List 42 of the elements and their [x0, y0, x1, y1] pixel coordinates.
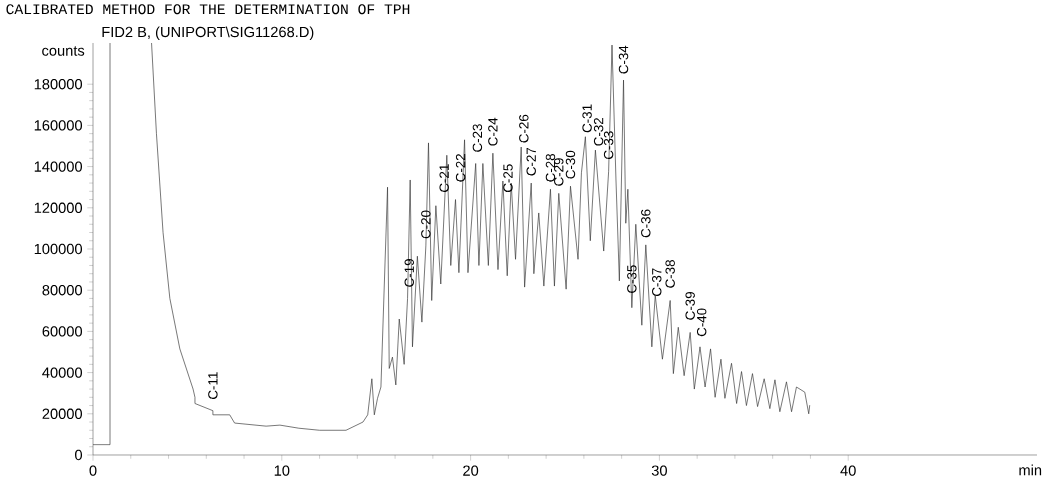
annotation: C-36: [641, 209, 651, 238]
y-tick-label: 160000: [34, 120, 83, 131]
annotation: C-38: [665, 260, 675, 288]
y-axis-title: counts: [42, 46, 85, 56]
annotation: C-29: [554, 158, 564, 186]
annotation: C-20: [421, 210, 431, 239]
y-tick-label: 60000: [42, 326, 83, 337]
annotation: C-19: [404, 259, 414, 287]
annotation: C-25: [503, 164, 513, 192]
annotation: C-35: [627, 265, 637, 293]
annotation: C-21: [439, 164, 449, 192]
chart-title: CALIBRATED METHOD FOR THE DETERMINATION OF TPH: [6, 4, 410, 15]
chart-subtitle: FID2 B, (UNIPORT\SIG11268.D): [102, 26, 314, 41]
annotation: C-24: [488, 117, 498, 146]
annotation: C-37: [652, 268, 662, 296]
y-tick-label: 20000: [42, 408, 83, 419]
y-tick-label: 140000: [34, 161, 83, 172]
y-tick-label: 120000: [34, 202, 83, 213]
annotation: C-34: [618, 45, 629, 74]
y-tick-label: 80000: [42, 285, 83, 296]
x-tick-label: 40: [840, 465, 856, 476]
annotation: C-39: [685, 292, 695, 320]
x-tick-label: 0: [89, 465, 97, 476]
annotation: C-32: [593, 118, 604, 146]
annotation: C-28: [545, 154, 556, 182]
y-tick-label: 180000: [34, 79, 83, 90]
x-tick-label: 30: [651, 465, 667, 476]
y-tick-label: 40000: [42, 367, 83, 378]
annotation: C-30: [565, 150, 576, 179]
x-tick-label: 10: [274, 465, 290, 476]
annotation: C-11: [208, 372, 218, 399]
annotation: C-22: [455, 154, 466, 182]
x-tick-label: 20: [463, 465, 479, 476]
annotation: C-31: [582, 104, 592, 133]
annotation: C-27: [526, 147, 536, 176]
x-axis-title: min: [1019, 464, 1042, 476]
annotation: C-23: [472, 124, 483, 152]
annotation: C-40: [696, 308, 707, 337]
y-tick-label: 100000: [34, 243, 83, 255]
y-tick-label: 0: [75, 449, 83, 461]
annotation: C-26: [519, 114, 529, 143]
annotation: C-33: [603, 131, 614, 159]
